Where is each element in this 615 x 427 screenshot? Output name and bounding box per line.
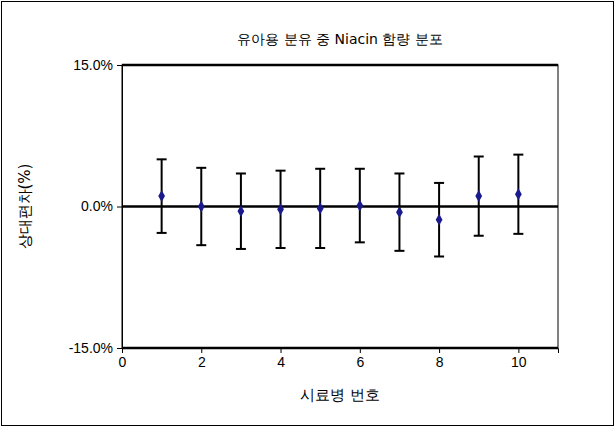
data-point <box>356 200 363 212</box>
grid-line <box>122 205 558 208</box>
error-bar-cap <box>196 244 206 246</box>
x-tick: 6 <box>356 348 364 370</box>
y-tick-label: 0.0% <box>81 198 113 214</box>
y-tick-label: 15.0% <box>73 57 113 73</box>
error-bar-cap <box>513 154 523 156</box>
error-bar-cap <box>236 172 246 174</box>
error-bar-cap <box>276 247 286 249</box>
data-point <box>475 190 482 202</box>
error-bar <box>276 171 286 248</box>
x-tick-label: 6 <box>356 354 364 370</box>
y-axis-line <box>117 66 123 349</box>
error-bar-cap <box>315 168 325 170</box>
plot-frame <box>122 65 558 348</box>
y-tick-label: -15.0% <box>69 340 113 356</box>
data-point <box>317 203 324 215</box>
data-point <box>277 203 284 215</box>
error-bar <box>355 169 365 243</box>
error-bar-cap <box>157 232 167 234</box>
y-axis: -15.0% 0.0% 15.0% <box>69 57 123 356</box>
error-bar-cap <box>394 250 404 252</box>
error-bar-cap <box>474 235 484 237</box>
error-bar <box>434 183 444 257</box>
x-tick-label: 2 <box>198 354 206 370</box>
x-tick: 10 <box>511 348 527 370</box>
error-bar-cap <box>434 255 444 257</box>
error-bar-cap <box>394 172 404 174</box>
error-bar <box>394 173 404 250</box>
x-tick: 4 <box>277 348 285 370</box>
x-tick: 2 <box>198 348 206 370</box>
grid-line <box>122 64 558 67</box>
error-bar <box>315 169 325 248</box>
x-tick-label: 0 <box>119 354 127 370</box>
x-tick: 0 <box>119 348 127 370</box>
error-bar-cap <box>236 248 246 250</box>
error-bar-cap <box>276 170 286 172</box>
x-axis: 0 2 4 6 8 10 <box>119 348 559 370</box>
data-point <box>515 188 522 200</box>
data-point <box>396 206 403 218</box>
data-point <box>238 205 245 217</box>
x-axis-line <box>123 349 559 354</box>
x-tick-mark <box>439 348 440 353</box>
x-axis-title: 시료병 번호 <box>300 386 380 404</box>
y-tick: 15.0% <box>73 57 122 73</box>
data-point <box>158 190 165 202</box>
error-bar-cap <box>355 241 365 243</box>
data-point <box>198 201 205 213</box>
y-tick-mark <box>117 207 122 208</box>
error-bar-cap <box>355 168 365 170</box>
x-tick-label: 10 <box>511 354 527 370</box>
error-bar <box>236 173 246 248</box>
data-point <box>436 214 443 226</box>
error-bar <box>157 159 167 233</box>
x-tick: 8 <box>436 348 444 370</box>
x-tick-mark <box>360 348 361 353</box>
y-tick: 0.0% <box>81 198 122 214</box>
chart-border <box>2 2 614 426</box>
x-tick-mark <box>281 348 282 353</box>
y-tick: -15.0% <box>69 340 122 356</box>
chart-title: 유아용 분유 중 Niacin 함량 분포 <box>237 31 443 47</box>
x-tick-label: 4 <box>277 354 285 370</box>
y-tick-mark <box>117 65 122 66</box>
y-axis-title: 상대편차(%) <box>16 164 34 250</box>
grid <box>122 65 558 348</box>
error-bar <box>513 155 523 234</box>
error-bar-cap <box>474 156 484 158</box>
marks <box>157 155 524 257</box>
error-bar-cap <box>196 167 206 169</box>
error-bar <box>474 157 484 236</box>
error-bar-cap <box>315 247 325 249</box>
error-bar <box>196 168 206 245</box>
x-tick-mark <box>201 348 202 353</box>
x-tick-label: 8 <box>436 354 444 370</box>
error-bar-cap <box>434 182 444 184</box>
error-bar-cap <box>157 158 167 160</box>
x-tick-mark <box>122 348 123 353</box>
y-tick-mark <box>117 348 122 349</box>
x-tick-mark <box>518 348 519 353</box>
error-bar-cap <box>513 233 523 235</box>
chart: -15.0% 0.0% 15.0% 0 2 4 6 8 10 유아용 분유 중 Niacin 함량… <box>0 0 615 427</box>
